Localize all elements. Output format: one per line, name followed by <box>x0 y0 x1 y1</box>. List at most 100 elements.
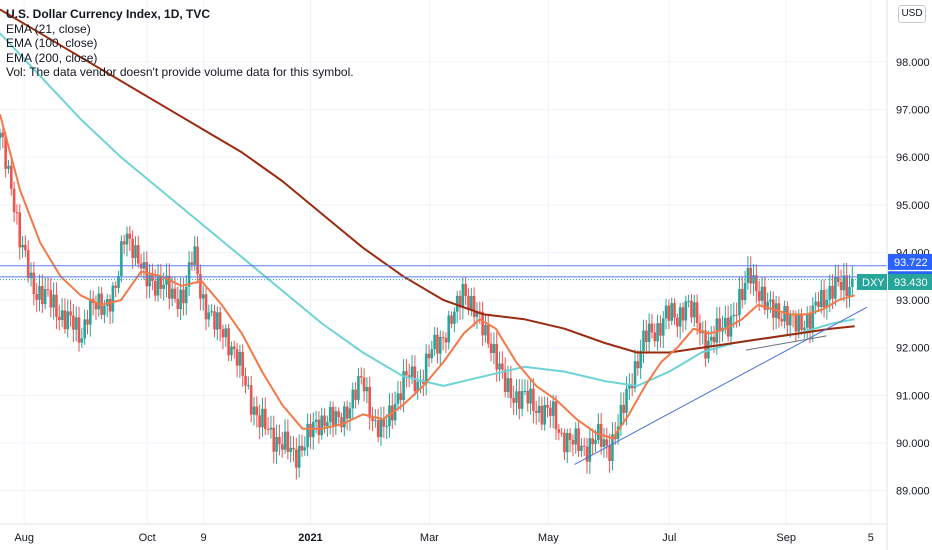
time-axis[interactable]: Aug Oct 9 2021 Mar May Jul Sep 5 <box>0 523 887 544</box>
candle-body <box>46 289 50 291</box>
drawn-lines <box>0 265 887 465</box>
candle-body <box>498 363 501 370</box>
candle-body <box>371 417 374 421</box>
candle-body <box>24 244 27 251</box>
candle-body <box>447 315 451 343</box>
candle-body <box>622 404 626 413</box>
candle-body <box>396 393 400 404</box>
candle-body <box>362 377 366 392</box>
legend-ema21[interactable]: EMA (21, close) <box>6 21 91 36</box>
candle-body <box>337 411 340 418</box>
candle-body <box>605 439 609 446</box>
candle-body <box>266 428 270 430</box>
candle-body <box>788 314 792 326</box>
candle-body <box>162 284 165 289</box>
trendline-uptrend <box>574 306 868 465</box>
candle-body <box>300 445 304 451</box>
candle-body <box>475 311 479 317</box>
candle-body <box>168 275 171 299</box>
candle-body <box>769 299 772 302</box>
candle-body <box>232 346 236 350</box>
candle-body <box>38 286 41 300</box>
candle-body <box>430 349 434 359</box>
candle-body <box>571 439 575 445</box>
candle-body <box>69 311 72 316</box>
price-axis[interactable]: 89.00090.00091.00092.00093.00094.00095.0… <box>886 0 930 550</box>
price-tick-label: 90.000 <box>896 438 930 450</box>
candle-body <box>828 285 832 300</box>
candle-body <box>151 275 154 281</box>
candle-body <box>238 351 242 366</box>
candle-body <box>509 378 513 398</box>
candle-body <box>72 315 75 330</box>
candle-body <box>247 385 250 387</box>
candle-body <box>546 404 549 408</box>
candle-body <box>43 289 47 305</box>
candle-body <box>602 439 606 447</box>
legend-title[interactable]: U.S. Dollar Currency Index, 1D, TVC <box>6 7 211 21</box>
candle-body <box>354 389 357 400</box>
candle-body <box>252 406 256 415</box>
candle-body <box>326 422 329 427</box>
candle-body <box>735 314 738 316</box>
candle-body <box>619 404 623 427</box>
candle-body <box>695 302 699 324</box>
candle-body <box>4 136 7 169</box>
candle-body <box>289 447 292 452</box>
candle-body <box>749 267 753 284</box>
candle-body <box>297 445 301 468</box>
candle-body <box>613 434 617 440</box>
legend-ema200[interactable]: EMA (200, close) <box>6 50 98 65</box>
candle-body <box>537 405 541 413</box>
candle-body <box>684 301 688 321</box>
candle-body <box>740 288 744 300</box>
candle-body <box>800 314 803 331</box>
legend-ema100[interactable]: EMA (100, close) <box>6 36 98 50</box>
candle-body <box>108 299 112 312</box>
candle-body <box>667 305 671 321</box>
candle-body <box>645 330 648 343</box>
candle-body <box>7 165 10 169</box>
candle-body <box>125 233 129 245</box>
candle-body <box>616 426 620 440</box>
candle-body <box>763 286 767 310</box>
candle-body <box>292 447 295 450</box>
candle-body <box>506 378 510 392</box>
candle-body <box>783 306 786 322</box>
candle-body <box>74 317 78 330</box>
candle-body <box>676 317 679 327</box>
candle-body <box>309 423 312 438</box>
candle-body <box>661 318 665 336</box>
candle-body <box>738 288 741 316</box>
candle-body <box>136 245 140 264</box>
candle-body <box>594 439 597 445</box>
candle-body <box>845 275 848 296</box>
candle-body <box>306 423 309 448</box>
candle-body <box>196 246 199 274</box>
candle-body <box>757 291 761 301</box>
candle-body <box>86 319 89 325</box>
price-tick-label: 91.000 <box>896 390 930 402</box>
candle-body <box>379 418 383 438</box>
candle-body <box>450 315 453 324</box>
candle-body <box>26 250 30 279</box>
candle-body <box>681 307 685 321</box>
candle-body <box>224 328 228 338</box>
candle-body <box>182 289 185 304</box>
candle-body <box>12 188 16 213</box>
candle-body <box>218 312 222 330</box>
time-tick-label: Sep <box>776 532 796 544</box>
candle-body <box>83 319 86 339</box>
candle-body <box>221 329 225 338</box>
price-tick-label: 96.000 <box>896 152 930 164</box>
candle-body <box>184 286 188 304</box>
candle-body <box>484 324 487 336</box>
currency-badge[interactable]: USD <box>898 5 926 23</box>
candle-body <box>664 305 668 319</box>
symbol-tag-bg <box>857 274 887 291</box>
candle-body <box>258 415 261 428</box>
candle-body <box>470 295 473 310</box>
candle-body <box>532 388 535 411</box>
candle-body <box>822 290 826 308</box>
